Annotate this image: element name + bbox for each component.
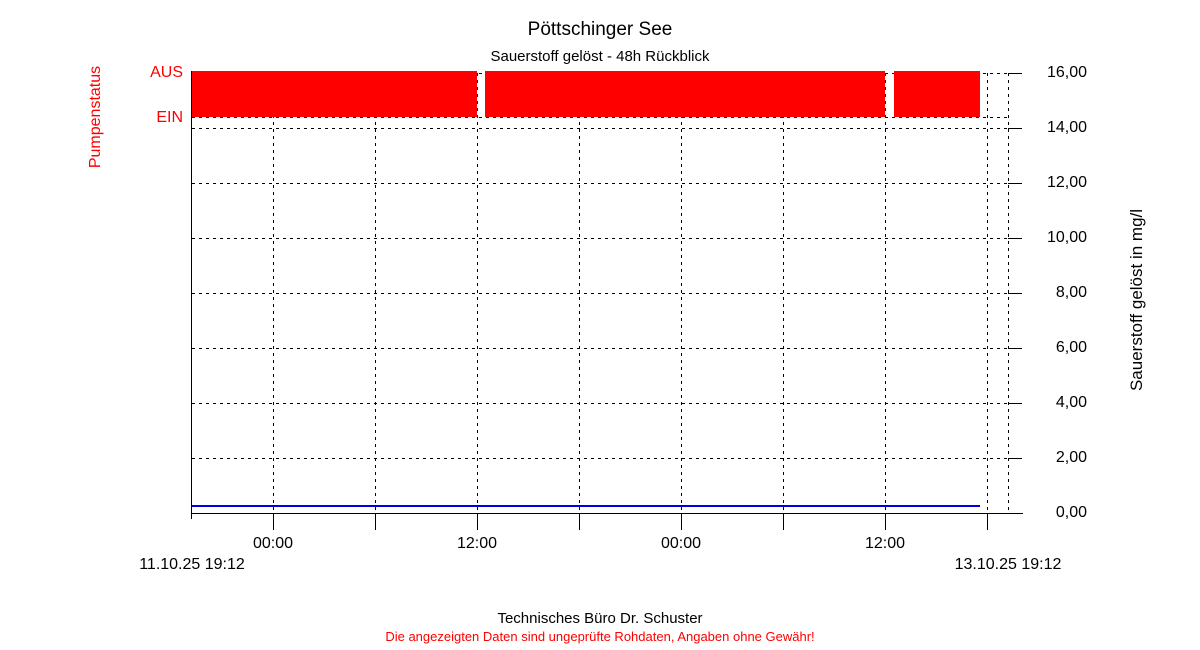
time-tick-label: 00:00 <box>252 535 294 552</box>
oxygen-axis-tick <box>1008 73 1022 74</box>
oxygen-tick-label: 8,00 <box>1055 284 1087 301</box>
gridline-horizontal <box>192 403 1008 404</box>
oxygen-axis-tick <box>1008 293 1022 294</box>
time-tick-label: 12:00 <box>864 535 906 552</box>
oxygen-tick-label: 4,00 <box>1055 394 1087 411</box>
gridline-vertical <box>477 73 478 513</box>
oxygen-tick-label: 0,00 <box>1055 504 1087 521</box>
oxygen-line <box>192 505 980 507</box>
oxygen-axis-tick <box>1008 458 1022 459</box>
oxygen-axis-tick <box>1008 183 1022 184</box>
plot-right-edge-line <box>1008 73 1009 513</box>
time-axis-tick <box>987 513 988 530</box>
footer-company: Technisches Büro Dr. Schuster <box>497 610 703 627</box>
pump-status-band-segment <box>192 71 477 117</box>
gridline-horizontal <box>192 293 1008 294</box>
gridline-vertical <box>579 73 580 513</box>
oxygen-axis-tick <box>1008 403 1022 404</box>
pump-ein-gridline <box>192 117 1008 118</box>
time-axis-tick <box>681 513 682 530</box>
date-end-label: 13.10.25 19:12 <box>954 556 1062 573</box>
gridline-vertical <box>783 73 784 513</box>
pump-tick-aus: AUS <box>150 64 183 81</box>
time-axis-tick <box>273 513 274 530</box>
pump-status-band-segment <box>894 71 980 117</box>
date-start-label: 11.10.25 19:12 <box>139 556 245 573</box>
time-axis-tick <box>477 513 478 530</box>
oxygen-tick-label: 16,00 <box>1046 64 1087 81</box>
y-axis-line <box>191 71 192 519</box>
chart-title: Pöttschinger See <box>527 19 673 40</box>
footer-disclaimer: Die angezeigten Daten sind ungeprüfte Ro… <box>385 629 815 644</box>
gridline-horizontal <box>192 238 1008 239</box>
pump-status-band-segment <box>485 71 885 117</box>
oxygen-axis-tick <box>1008 238 1022 239</box>
chart-subtitle: Sauerstoff gelöst - 48h Rückblick <box>490 48 710 65</box>
time-axis-tick <box>579 513 580 530</box>
oxygen-tick-label: 6,00 <box>1055 339 1087 356</box>
gridline-horizontal <box>192 128 1008 129</box>
oxygen-axis-tick <box>1008 348 1022 349</box>
oxygen-tick-label: 2,00 <box>1055 449 1087 466</box>
gridline-vertical <box>987 73 988 513</box>
gridline-horizontal <box>192 183 1008 184</box>
oxygen-tick-label: 12,00 <box>1046 174 1087 191</box>
gridline-horizontal <box>192 458 1008 459</box>
oxygen-tick-label: 14,00 <box>1046 119 1087 136</box>
time-axis-tick <box>885 513 886 530</box>
gridline-horizontal <box>192 348 1008 349</box>
gridline-vertical <box>681 73 682 513</box>
time-tick-label: 12:00 <box>456 535 498 552</box>
gridline-vertical <box>885 73 886 513</box>
gridline-vertical <box>273 73 274 513</box>
pump-tick-ein: EIN <box>156 109 183 126</box>
gridline-vertical <box>375 73 376 513</box>
oxygen-axis-tick <box>1008 128 1022 129</box>
time-axis-tick <box>375 513 376 530</box>
x-axis-line <box>191 513 1023 514</box>
oxygen-tick-label: 10,00 <box>1046 229 1087 246</box>
time-axis-tick <box>783 513 784 530</box>
time-tick-label: 00:00 <box>660 535 702 552</box>
